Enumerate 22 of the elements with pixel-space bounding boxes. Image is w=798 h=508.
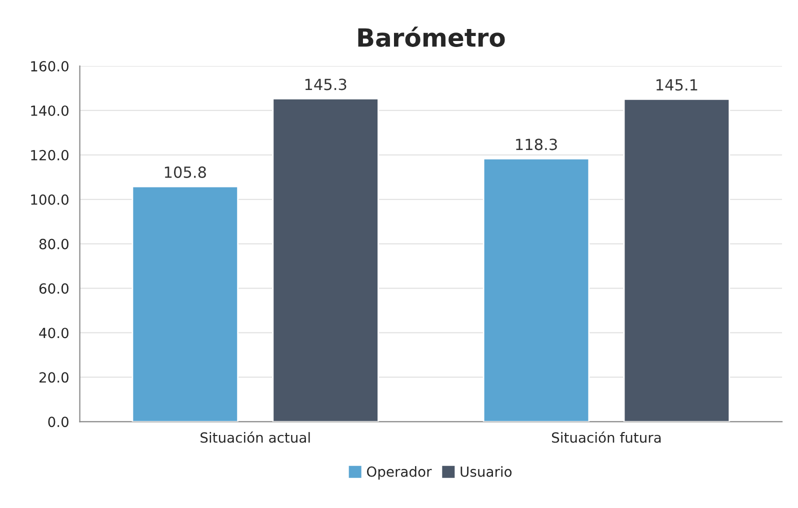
y-tick-label: 0.0 (48, 416, 68, 428)
bar (482, 158, 590, 422)
data-label: 118.3 (516, 138, 557, 150)
y-tick-label: 140.0 (31, 105, 68, 116)
legend-label: Operador (366, 466, 432, 480)
legend-label: Usuario (460, 466, 512, 477)
y-tick-label: 120.0 (31, 150, 68, 160)
bar (132, 186, 238, 422)
data-label: 105.8 (164, 166, 206, 178)
chart-title: Barómetro (358, 26, 505, 47)
y-tick-label: 20.0 (39, 372, 68, 383)
data-label: 145.3 (305, 78, 346, 90)
y-tick-label: 80.0 (39, 238, 68, 250)
x-tick-label: Situación futura (552, 432, 661, 443)
bar (623, 98, 730, 422)
x-tick-label: Situación actual (200, 432, 310, 443)
y-tick-label: 40.0 (39, 328, 68, 338)
data-label: 145.1 (656, 79, 698, 91)
y-tick-label: 100.0 (31, 194, 68, 205)
bar (272, 98, 379, 422)
y-tick-label: 160.0 (31, 61, 68, 72)
y-tick-label: 60.0 (39, 283, 68, 294)
